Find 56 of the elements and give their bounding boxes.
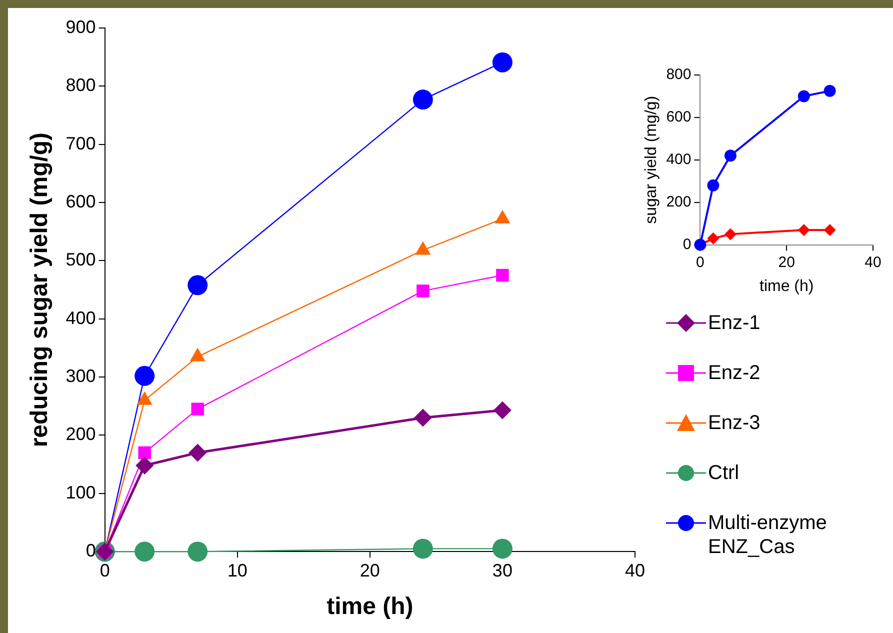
x-tick-label: 40 bbox=[624, 560, 646, 580]
point bbox=[707, 232, 720, 244]
point bbox=[412, 90, 433, 110]
point bbox=[134, 366, 155, 386]
y-tick-label: 400 bbox=[666, 151, 692, 168]
point bbox=[188, 275, 208, 296]
point bbox=[492, 538, 512, 559]
point bbox=[496, 268, 509, 282]
point bbox=[724, 228, 736, 240]
point bbox=[492, 52, 512, 72]
point bbox=[188, 444, 207, 462]
x-axis-title: time (h) bbox=[326, 593, 414, 620]
point bbox=[798, 224, 810, 236]
y-tick-label: 200 bbox=[666, 193, 692, 210]
point bbox=[136, 456, 154, 474]
legend-label: Enz-2 bbox=[708, 361, 762, 385]
point bbox=[493, 401, 512, 420]
y-tick-label: 100 bbox=[66, 482, 96, 502]
y-tick-label: 500 bbox=[66, 250, 96, 270]
point bbox=[188, 542, 208, 562]
point bbox=[798, 90, 810, 102]
y-tick-label: 600 bbox=[666, 108, 692, 126]
y-tick-label: 400 bbox=[66, 308, 96, 328]
point bbox=[724, 150, 736, 162]
point bbox=[416, 284, 430, 298]
point bbox=[138, 446, 151, 460]
y-tick-label: 600 bbox=[66, 192, 96, 212]
y-tick-label: 800 bbox=[666, 66, 692, 84]
y-tick-label: 900 bbox=[66, 16, 96, 37]
x-tick-label: 20 bbox=[360, 560, 380, 580]
y-tick-label: 0 bbox=[682, 236, 692, 253]
x-tick-label: 10 bbox=[227, 560, 248, 580]
x-tick-label: 0 bbox=[100, 560, 110, 580]
x-axis-title: time (h) bbox=[759, 278, 814, 295]
legend-label: Ctrl bbox=[708, 461, 740, 485]
legend-label: Enz-1 bbox=[708, 311, 762, 335]
legend-label: Multi-enzyme ENZ_Cas bbox=[708, 511, 828, 559]
x-tick-label: 30 bbox=[492, 560, 512, 580]
point bbox=[414, 408, 432, 427]
y-tick-label: 300 bbox=[66, 366, 96, 386]
x-tick-label: 40 bbox=[864, 254, 882, 271]
y-tick-label: 200 bbox=[66, 424, 96, 444]
x-tick-label: 20 bbox=[778, 254, 795, 271]
point bbox=[412, 538, 433, 559]
y-tick-label: 800 bbox=[66, 75, 96, 96]
y-axis-title: reducing sugar yield (mg/g) bbox=[26, 132, 54, 448]
x-tick-label: 0 bbox=[696, 254, 704, 271]
y-tick-label: 700 bbox=[66, 133, 96, 154]
point bbox=[191, 402, 204, 416]
point bbox=[824, 84, 836, 97]
legend-label: Enz-3 bbox=[708, 411, 762, 435]
y-axis-title: sugar yield (mg/g) bbox=[643, 96, 660, 224]
point bbox=[707, 179, 720, 192]
point bbox=[824, 224, 836, 236]
y-tick-label: 0 bbox=[86, 540, 96, 561]
point bbox=[134, 542, 155, 562]
